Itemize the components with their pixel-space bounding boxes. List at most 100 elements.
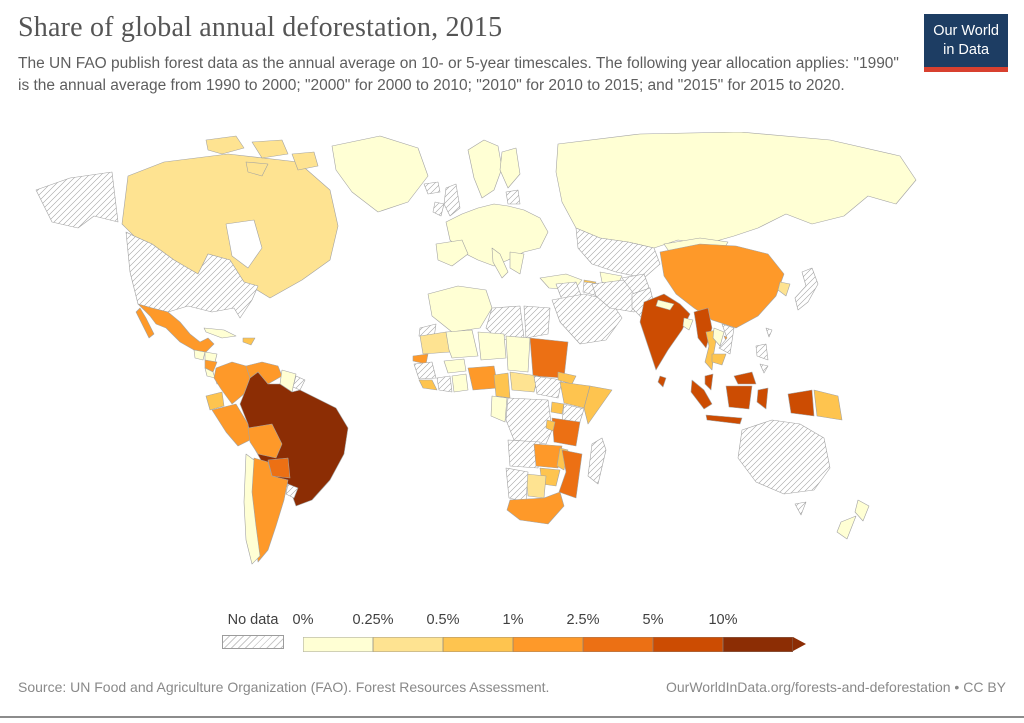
country-china[interactable] [659, 243, 785, 329]
country-ivory-coast[interactable] [436, 375, 453, 393]
country-malaysia[interactable] [733, 371, 757, 385]
owid-logo[interactable]: Our World in Data [924, 14, 1008, 72]
country-indonesia[interactable] [705, 414, 743, 425]
country-south-korea[interactable] [777, 281, 791, 297]
country-nepal[interactable] [655, 299, 675, 311]
legend-bin-swatch[interactable] [303, 637, 373, 652]
country-india[interactable] [639, 293, 691, 371]
country-kazakhstan[interactable] [575, 227, 661, 279]
country-taiwan[interactable] [765, 327, 773, 338]
country-new-zealand[interactable] [854, 499, 870, 522]
country-zambia[interactable] [533, 443, 563, 469]
country-philippines[interactable] [759, 363, 769, 374]
country-cambodia[interactable] [711, 353, 727, 366]
country-malaysia[interactable] [704, 373, 714, 391]
legend-bin-swatch[interactable] [513, 637, 583, 652]
country-bolivia[interactable] [247, 423, 283, 459]
country-ecuador[interactable] [205, 391, 225, 411]
country-indonesia[interactable] [756, 387, 769, 410]
country-finland[interactable] [499, 147, 521, 189]
country-guatemala[interactable] [193, 349, 206, 361]
country-australia[interactable] [794, 501, 807, 516]
country-iceland[interactable] [423, 181, 441, 195]
country-cameroon[interactable] [493, 372, 511, 399]
country-angola[interactable] [507, 439, 541, 469]
country-philippines[interactable] [755, 343, 769, 361]
country-somalia[interactable] [583, 385, 613, 425]
country-uganda[interactable] [550, 401, 565, 415]
legend-bin-label: 0.5% [426, 612, 460, 628]
legend-bin-swatch[interactable] [583, 637, 653, 652]
country-tanzania[interactable] [551, 417, 581, 447]
map-legend: No data 0% 0.25% 0.5% 1% 2.5% 5% 10% [0, 612, 1024, 662]
country-ireland[interactable] [432, 201, 445, 217]
country-balkans[interactable] [509, 251, 525, 275]
country-japan[interactable] [794, 267, 819, 311]
bottom-divider [0, 716, 1024, 718]
country-central-african-republic[interactable] [509, 371, 539, 393]
country-italy[interactable] [491, 247, 509, 279]
legend-bin-swatch[interactable] [443, 637, 513, 652]
country-canada[interactable] [245, 161, 269, 177]
country-south-sudan[interactable] [533, 375, 563, 399]
legend-color-bar: 0% 0.25% 0.5% 1% 2.5% 5% 10% [293, 612, 823, 654]
legend-no-data: No data [222, 612, 284, 649]
country-russia[interactable] [555, 132, 917, 249]
legend-bin-label: 0.25% [352, 612, 394, 628]
country-new-zealand[interactable] [836, 515, 857, 540]
country-mexico[interactable] [135, 307, 155, 339]
country-indonesia[interactable] [787, 389, 815, 417]
country-saudi-arabia[interactable] [551, 293, 623, 345]
country-papua-new-guinea[interactable] [813, 389, 843, 421]
country-canada[interactable] [291, 151, 319, 171]
legend-bin-swatch[interactable] [373, 637, 443, 652]
legend-no-data-swatch[interactable] [222, 635, 284, 649]
country-sri-lanka[interactable] [657, 375, 667, 388]
country-sudan[interactable] [529, 337, 569, 379]
country-dr-congo[interactable] [505, 397, 553, 445]
owid-url-link[interactable]: OurWorldInData.org/forests-and-deforesta… [665, 679, 1006, 695]
country-mauritania[interactable] [419, 331, 451, 355]
country-gabon-congo[interactable] [490, 395, 508, 423]
country-rwanda-burundi[interactable] [545, 419, 556, 432]
country-sierra-leone-liberia[interactable] [418, 379, 438, 391]
country-hispaniola[interactable] [242, 337, 256, 346]
country-mali[interactable] [445, 329, 479, 359]
country-chile[interactable] [243, 453, 261, 565]
country-mexico[interactable] [137, 303, 215, 353]
country-morocco-algeria[interactable] [427, 285, 493, 333]
country-ghana[interactable] [451, 373, 469, 393]
country-botswana[interactable] [525, 473, 547, 499]
country-baltic-states[interactable] [505, 189, 521, 205]
country-australia[interactable] [737, 419, 831, 495]
country-guinea[interactable] [413, 361, 437, 380]
country-cuba[interactable] [203, 327, 237, 339]
country-vietnam[interactable] [718, 323, 735, 355]
country-greenland[interactable] [331, 135, 429, 213]
country-canada[interactable] [251, 139, 289, 159]
country-united-states[interactable] [35, 171, 119, 229]
country-europe-mainland[interactable] [445, 203, 549, 267]
country-chad[interactable] [505, 335, 531, 373]
country-scandinavia[interactable] [467, 139, 503, 199]
country-laos[interactable] [712, 327, 725, 347]
country-nigeria[interactable] [467, 365, 499, 391]
country-indonesia[interactable] [725, 385, 753, 410]
country-niger[interactable] [477, 331, 507, 361]
country-madagascar[interactable] [587, 437, 607, 485]
country-iberia[interactable] [435, 239, 469, 267]
country-canada[interactable] [205, 135, 245, 155]
legend-bin-swatch[interactable] [653, 637, 723, 652]
country-indonesia[interactable] [690, 379, 713, 410]
chart-subtitle: The UN FAO publish forest data as the an… [18, 55, 899, 94]
country-uruguay[interactable] [285, 483, 299, 499]
country-egypt[interactable] [523, 305, 551, 339]
country-burkina-faso[interactable] [443, 358, 467, 374]
country-united-kingdom[interactable] [443, 183, 461, 217]
country-bangladesh[interactable] [682, 317, 694, 331]
country-namibia[interactable] [505, 467, 529, 503]
country-mozambique[interactable] [558, 449, 583, 499]
legend-bin-swatch[interactable] [723, 637, 793, 652]
country-south-africa[interactable] [506, 491, 565, 525]
